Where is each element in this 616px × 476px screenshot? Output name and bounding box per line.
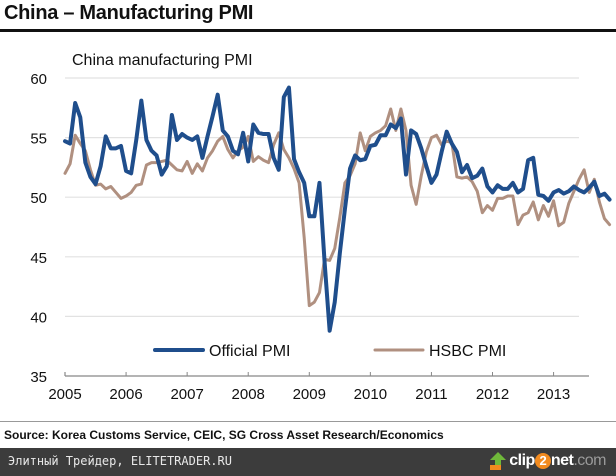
x-tick-label: 2006 [109,386,142,403]
upload-arrow-icon [490,452,507,470]
x-tick-label: 2007 [170,386,203,403]
x-tick-label: 2008 [232,386,265,403]
source-note: Source: Korea Customs Service, CEIC, SG … [4,428,444,442]
legend-hsbc-pmi-label: HSBC PMI [429,343,506,360]
y-tick-label: 40 [30,309,47,326]
logo-part-net: net [550,452,574,469]
logo-part-2: 2 [534,453,551,469]
chart-title: China manufacturing PMI [72,52,253,69]
x-tick-label: 2005 [48,386,81,403]
x-tick-label: 2010 [354,386,387,403]
title-divider [0,29,616,32]
y-tick-label: 50 [30,190,47,207]
y-tick-label: 55 [30,131,47,148]
clip2net-logo[interactable]: clip 2 net.com [490,452,606,470]
watermark-bar: Элитный Трейдер, ELITETRADER.RU clip 2 net… [0,448,616,476]
logo-part-com: .com [573,452,606,469]
page-title: China – Manufacturing PMI [4,2,254,24]
y-tick-label: 60 [30,71,47,88]
x-tick-label: 2013 [537,386,570,403]
logo-part-clip: clip [509,452,535,469]
series-line-official-pmi [63,85,612,333]
x-tick-label: 2009 [293,386,326,403]
legend-official-pmi-label: Official PMI [209,343,291,360]
y-tick-label: 45 [30,250,47,267]
x-tick-label: 2012 [476,386,509,403]
pmi-line-chart: China manufacturing PMI 35 40 45 50 55 60 200… [30,52,612,403]
source-divider [0,421,616,422]
series-line-hsbc-pmi [63,107,612,308]
logo-text: clip 2 net.com [509,452,606,470]
chart-container: China manufacturing PMI 35 40 45 50 55 60 200… [0,36,616,420]
y-tick-label: 35 [30,369,47,386]
x-tick-label: 2011 [415,386,447,403]
watermark-text: Элитный Трейдер, ELITETRADER.RU [8,454,232,468]
